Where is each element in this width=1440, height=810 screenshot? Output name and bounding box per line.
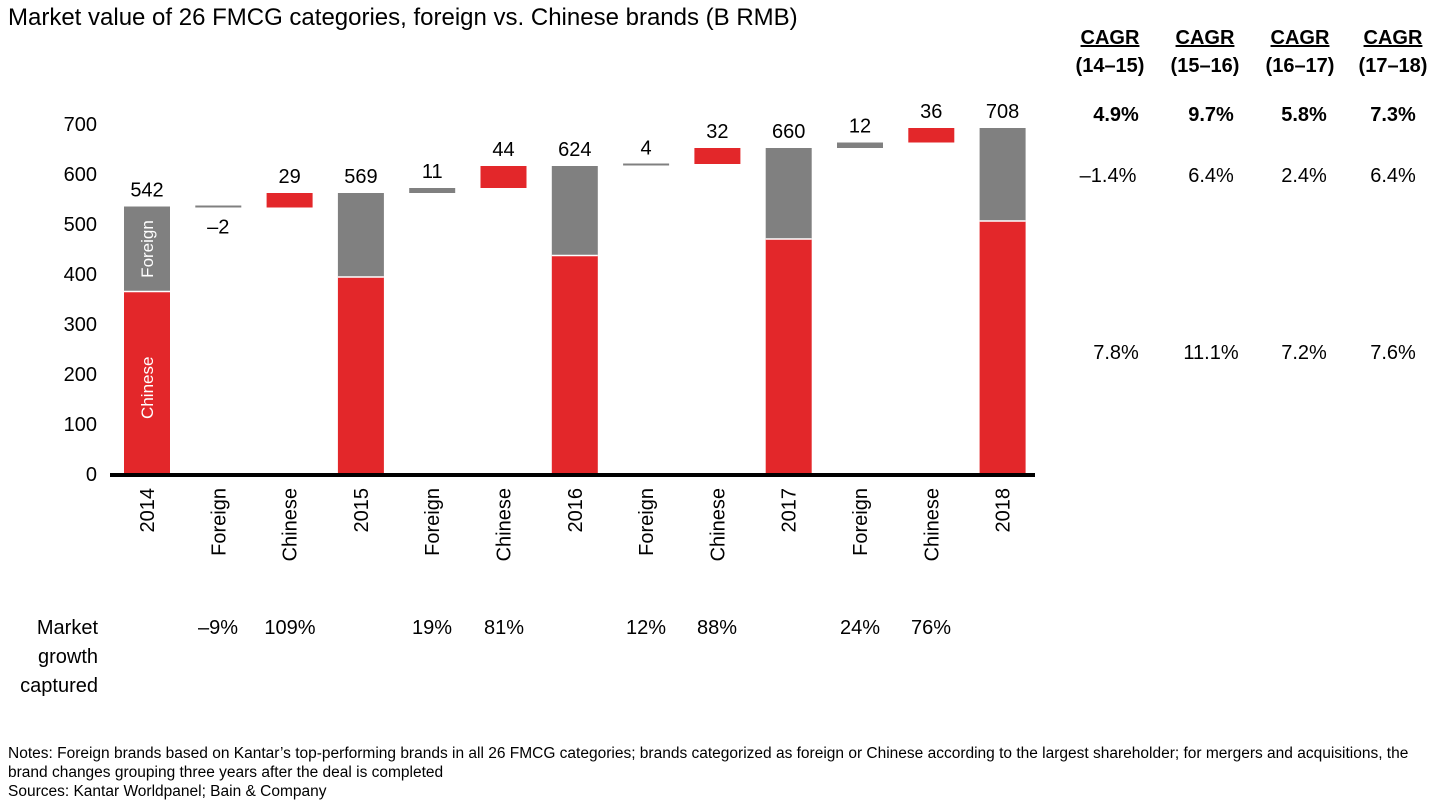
data-label: 11 [422,161,443,183]
cagr-chinese-14-15: 7.8% [1093,342,1139,364]
market-growth-value: 76% [910,617,952,639]
bar-delta-chinese [694,148,741,164]
data-label: 29 [278,166,300,188]
market-growth-value: 109% [264,617,316,639]
market-growth-value: 12% [625,617,667,639]
x-tick-label: Chinese [921,488,943,561]
chart-title: Market value of 26 FMCG categories, fore… [8,4,798,31]
cagr-foreign-14-15: –1.4% [1079,165,1137,187]
bar-foreign-segment [124,206,170,292]
bar-delta-foreign [409,188,456,193]
market-growth-value: –9% [197,617,239,639]
x-tick-label: Foreign [208,488,230,556]
cagr-total-14-15: 4.9% [1093,104,1139,126]
cagr-total-16-17: 5.8% [1281,104,1327,126]
cagr-total-17-18: 7.3% [1370,104,1416,126]
y-tick-label: 400 [64,264,97,286]
bar-chinese-segment [979,221,1026,474]
y-tick-label: 500 [64,214,97,236]
data-label: 660 [772,121,805,143]
x-tick-label: Foreign [636,488,658,556]
notes: Notes: Foreign brands based on Kantar’s … [8,744,1428,801]
notes-text: Notes: Foreign brands based on Kantar’s … [8,745,1409,781]
data-label: 4 [641,138,652,160]
sources-text: Sources: Kantar Worldpanel; Bain & Compa… [8,783,327,800]
x-tick-label: Chinese [494,488,516,561]
x-tick-label: 2015 [351,488,373,533]
bar-foreign-segment [551,166,598,256]
data-label: –2 [207,217,229,239]
in-bar-label-chinese: Chinese [138,357,157,419]
y-tick-label: 100 [64,414,97,436]
data-label: 44 [492,139,514,161]
bar-delta-foreign [837,142,883,148]
market-growth-value: 24% [839,617,881,639]
x-tick-label: 2016 [565,488,587,533]
in-bar-label-foreign: Foreign [138,220,157,278]
bar-delta-chinese [908,128,955,143]
cagr-header-15-16: CAGR (15–16) [1170,27,1240,77]
cagr-chinese-17-18: 7.6% [1370,342,1416,364]
bar-chinese-segment [765,239,812,474]
cagr-foreign-16-17: 2.4% [1281,165,1327,187]
bar-delta-chinese [480,166,527,188]
bar-foreign-segment [765,148,812,239]
y-tick-label: 600 [64,164,97,186]
data-label: 624 [558,139,591,161]
bar-foreign-segment [337,193,384,277]
data-label: 569 [344,166,377,188]
data-label: 708 [986,101,1019,123]
cagr-foreign-17-18: 6.4% [1370,165,1416,187]
cagr-foreign-15-16: 6.4% [1188,165,1234,187]
bar-delta-chinese [266,193,313,208]
bar-chinese-segment [337,277,384,474]
cagr-chinese-15-16: 11.1% [1183,342,1239,364]
bar-delta-foreign [623,163,670,166]
x-tick-label: 2017 [779,488,801,533]
bar-delta-foreign [195,205,242,208]
x-tick-label: Chinese [280,488,302,561]
y-tick-label: 300 [64,314,97,336]
data-label: 542 [130,180,163,202]
x-tick-label: 2018 [993,488,1015,533]
bar-chinese-segment [551,255,598,474]
market-growth-label: Market growth captured [20,617,98,697]
data-label: 32 [706,121,728,143]
market-growth-value: 19% [411,617,453,639]
market-growth-value: 88% [696,617,738,639]
x-tick-label: Chinese [707,488,729,561]
x-tick-label: Foreign [850,488,872,556]
bar-foreign-segment [979,128,1026,221]
cagr-chinese-16-17: 7.2% [1281,342,1327,364]
y-tick-label: 700 [64,114,97,136]
y-tick-label: 200 [64,364,97,386]
cagr-total-15-16: 9.7% [1188,104,1234,126]
cagr-header-14-15: CAGR (14–15) [1075,27,1145,77]
market-growth-value: 81% [483,617,525,639]
data-label: 12 [849,116,871,138]
cagr-header-17-18: CAGR (17–18) [1358,27,1428,77]
data-label: 36 [920,101,942,123]
x-tick-label: 2014 [137,488,159,533]
bar-chinese-segment [124,291,170,474]
y-tick-label: 0 [86,464,97,486]
cagr-header-16-17: CAGR (16–17) [1265,27,1335,77]
x-tick-label: Foreign [422,488,444,556]
